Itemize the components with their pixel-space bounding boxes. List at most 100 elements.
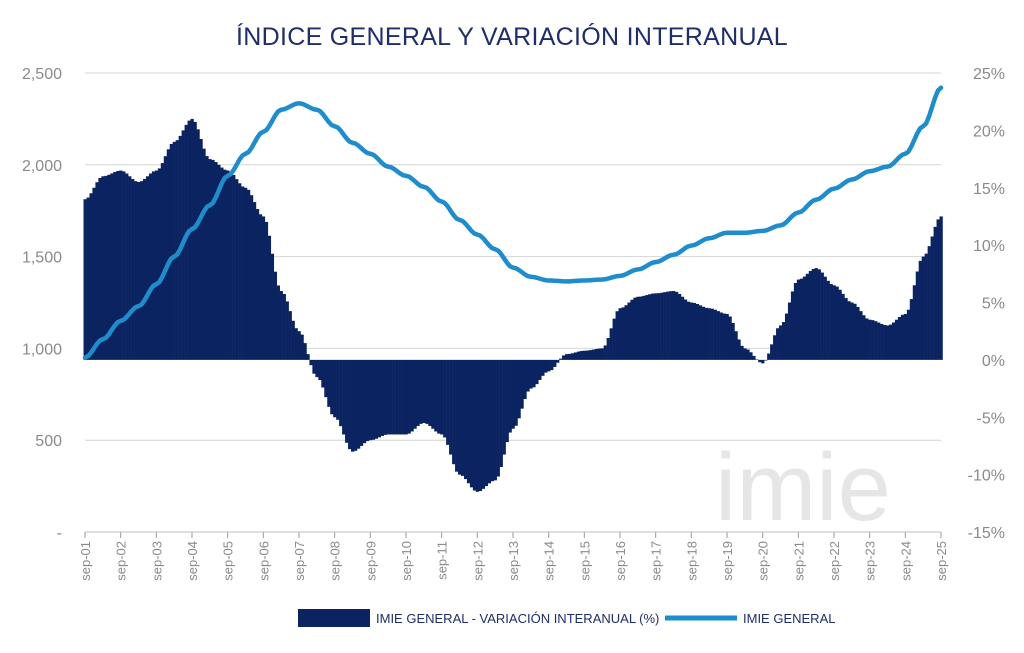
variation-bar — [553, 359, 557, 367]
variation-bar — [104, 175, 108, 360]
legend-bar-label: IMIE GENERAL - VARIACIÓN INTERANUAL (%) — [376, 611, 659, 626]
x-tick-label: sep-07 — [292, 541, 307, 581]
variation-bar — [166, 149, 171, 360]
variation-bar — [755, 359, 759, 360]
variation-bar — [249, 195, 254, 360]
variation-bar — [894, 319, 899, 360]
variation-bar — [802, 276, 807, 360]
variation-bar — [799, 278, 804, 360]
variation-bar — [466, 359, 471, 484]
variation-bar — [790, 291, 795, 360]
variation-bar — [493, 359, 497, 481]
variation-bar — [288, 311, 292, 360]
x-tick-label: sep-25 — [934, 541, 949, 581]
variation-bar — [327, 359, 331, 407]
variation-bar — [660, 292, 664, 360]
variation-bar — [330, 359, 334, 415]
variation-bar — [686, 301, 691, 360]
variation-bar — [199, 138, 203, 360]
left-tick-label: 1,500 — [22, 250, 62, 267]
variation-bar — [163, 156, 168, 360]
variation-bar — [704, 307, 708, 360]
legend-line-label: IMIE GENERAL — [743, 611, 835, 626]
variation-bar — [888, 324, 893, 360]
variation-bar — [618, 308, 622, 360]
variation-bar — [796, 279, 801, 360]
variation-bar — [716, 311, 720, 360]
variation-bar — [472, 359, 477, 491]
variation-bar — [437, 359, 441, 434]
variation-bar — [776, 328, 780, 360]
variation-bar — [160, 163, 165, 360]
variation-bar — [342, 359, 346, 435]
variation-bar — [850, 302, 854, 360]
left-tick-label: - — [57, 525, 62, 542]
variation-bar — [422, 359, 426, 423]
variation-bar — [217, 164, 221, 360]
variation-bar — [484, 359, 489, 487]
variation-bar — [131, 179, 135, 360]
variation-bar — [303, 343, 307, 360]
variation-bar — [452, 359, 456, 465]
variation-bar — [463, 359, 468, 480]
variation-bar — [906, 309, 911, 360]
variation-bar — [645, 295, 649, 360]
variation-bar — [752, 355, 756, 360]
variation-bar — [567, 353, 572, 360]
variation-bar — [939, 216, 943, 360]
variation-bar — [844, 298, 848, 360]
variation-bar — [606, 337, 610, 360]
variation-bar — [469, 359, 474, 488]
variation-bar — [764, 359, 768, 361]
variation-bar — [368, 359, 373, 441]
variation-bar — [374, 359, 379, 439]
variation-bar — [868, 319, 872, 360]
variation-bar — [722, 313, 726, 360]
variation-bar — [386, 359, 390, 435]
variation-bar — [856, 306, 860, 360]
variation-bar — [291, 320, 295, 360]
variation-bar — [333, 359, 337, 418]
variation-bar — [264, 221, 269, 360]
variation-bar — [847, 301, 851, 360]
variation-bar — [529, 359, 533, 389]
variation-bar — [811, 268, 815, 360]
right-tick-label: 0% — [982, 353, 1005, 370]
variation-bar — [550, 359, 554, 371]
variation-bar — [731, 322, 735, 360]
variation-bar — [523, 359, 527, 399]
variation-bar — [630, 299, 634, 360]
variation-bar — [154, 170, 159, 360]
variation-bar — [570, 353, 575, 360]
variation-bar — [909, 299, 914, 360]
variation-bar — [258, 214, 263, 360]
variation-bar — [205, 156, 209, 360]
variation-bar — [865, 318, 869, 360]
variation-bar — [695, 303, 700, 360]
variation-bar — [597, 348, 601, 360]
variation-bar — [538, 359, 542, 380]
variation-bar — [211, 159, 215, 360]
variation-bar — [859, 311, 863, 360]
variation-bar — [362, 359, 367, 444]
variation-bar — [294, 328, 298, 360]
variation-bar — [582, 350, 587, 360]
variation-bar — [113, 172, 117, 360]
variation-bar — [365, 359, 370, 442]
x-tick-label: sep-24 — [898, 541, 913, 581]
variation-bar — [883, 325, 887, 360]
right-tick-label: -15% — [968, 525, 1005, 542]
variation-bar — [226, 170, 230, 360]
variation-bar — [306, 354, 310, 360]
variation-bar — [460, 359, 465, 476]
variation-bar — [841, 293, 845, 360]
x-tick-label: sep-16 — [613, 541, 628, 581]
variation-bar — [725, 313, 729, 360]
right-tick-label: -5% — [977, 410, 1005, 427]
variation-bar — [936, 219, 940, 360]
variation-bar — [119, 170, 123, 360]
variation-bar — [244, 187, 248, 360]
variation-bar — [395, 359, 399, 435]
variation-bar — [252, 202, 257, 360]
variation-bar — [339, 359, 343, 427]
